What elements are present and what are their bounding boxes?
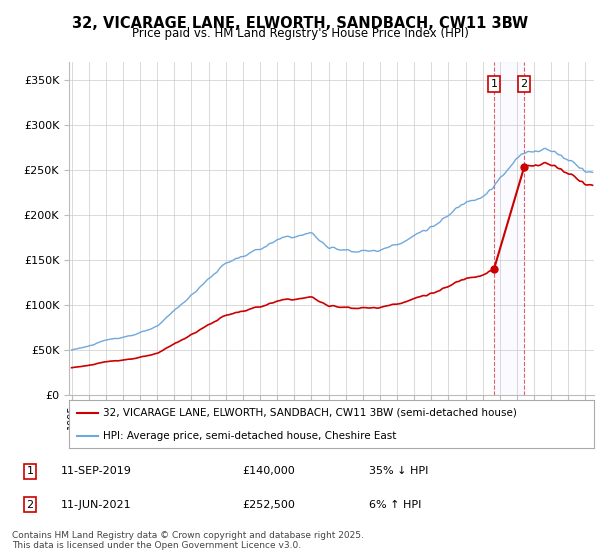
Text: 35% ↓ HPI: 35% ↓ HPI [369, 466, 428, 476]
Text: Price paid vs. HM Land Registry's House Price Index (HPI): Price paid vs. HM Land Registry's House … [131, 27, 469, 40]
Text: 2: 2 [26, 500, 34, 510]
Text: 2: 2 [520, 79, 527, 89]
Text: 11-SEP-2019: 11-SEP-2019 [61, 466, 132, 476]
Text: 32, VICARAGE LANE, ELWORTH, SANDBACH, CW11 3BW (semi-detached house): 32, VICARAGE LANE, ELWORTH, SANDBACH, CW… [103, 408, 517, 418]
Text: 6% ↑ HPI: 6% ↑ HPI [369, 500, 421, 510]
Text: £252,500: £252,500 [242, 500, 295, 510]
Text: 1: 1 [491, 79, 497, 89]
Text: 1: 1 [26, 466, 34, 476]
Text: 32, VICARAGE LANE, ELWORTH, SANDBACH, CW11 3BW: 32, VICARAGE LANE, ELWORTH, SANDBACH, CW… [72, 16, 528, 31]
Text: Contains HM Land Registry data © Crown copyright and database right 2025.
This d: Contains HM Land Registry data © Crown c… [12, 531, 364, 550]
Text: HPI: Average price, semi-detached house, Cheshire East: HPI: Average price, semi-detached house,… [103, 431, 397, 441]
Text: 11-JUN-2021: 11-JUN-2021 [61, 500, 131, 510]
Text: £140,000: £140,000 [242, 466, 295, 476]
Bar [494, 62, 524, 395]
